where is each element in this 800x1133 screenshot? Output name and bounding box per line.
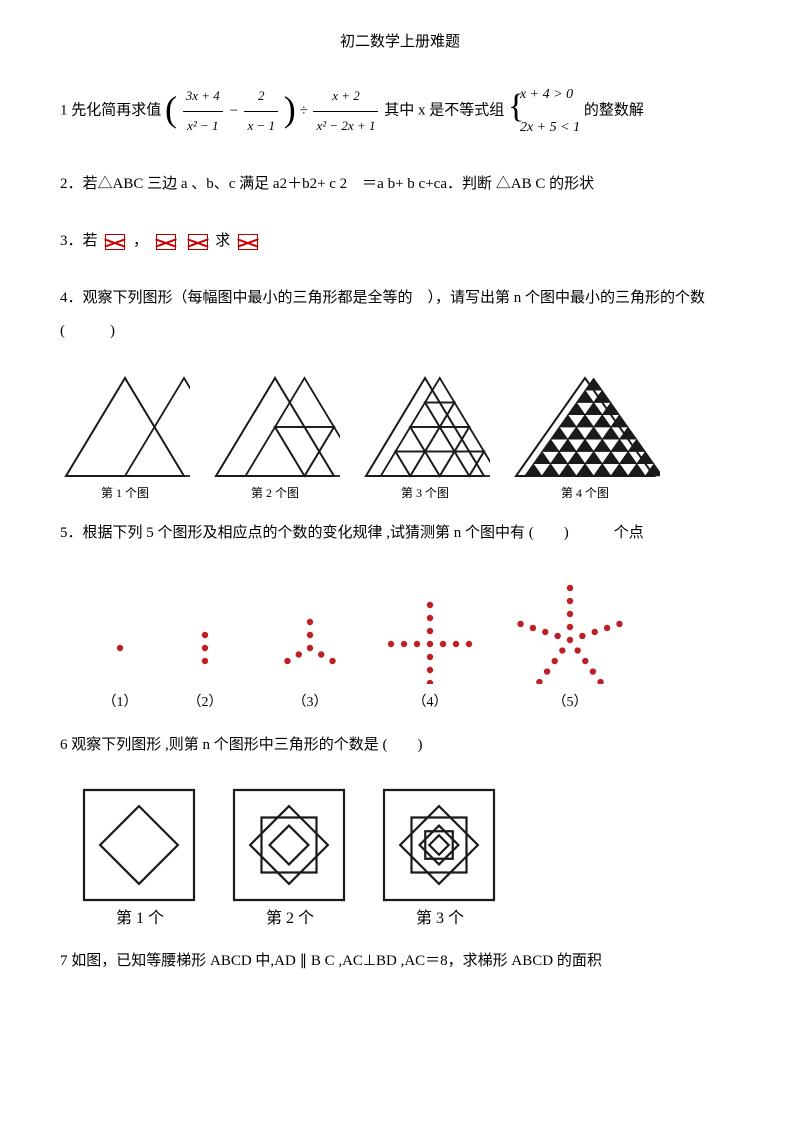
lparen-icon: ( xyxy=(165,93,177,125)
fig-caption: 第 1 个图 xyxy=(60,484,190,503)
page-title: 初二数学上册难题 xyxy=(60,30,740,54)
nested-square-icon xyxy=(230,786,350,906)
problem-3: 3．若 ， 求 xyxy=(60,225,740,258)
fig-caption: 第 1 个 xyxy=(80,906,200,932)
problem-6: 6 观察下列图形 ,则第 n 个图形中三角形的个数是 ( ) xyxy=(60,729,740,762)
triangle-fig-4: 第 4 个图 xyxy=(510,372,660,503)
frac1-num: 3x + 4 xyxy=(183,82,223,112)
frac1-den: x² − 1 xyxy=(183,112,223,141)
frac3-den: x² − 2x + 1 xyxy=(313,112,378,141)
p1-prefix: 1 先化简再求值 xyxy=(60,102,161,118)
dots-icon xyxy=(380,584,480,684)
dot-fig-4: （4） xyxy=(380,584,480,714)
p1-mid: 其中 x 是不等式组 xyxy=(384,102,504,118)
problem-1: 1 先化简再求值 ( 3x + 4 x² − 1 − 2 x − 1 ) ÷ x… xyxy=(60,78,740,144)
square-fig-1: 第 1 个 xyxy=(80,786,200,932)
dot-fig-1: （1） xyxy=(100,594,140,714)
fraction-3: x + 2 x² − 2x + 1 xyxy=(313,82,378,140)
dot-fig-2: （2） xyxy=(170,594,240,714)
fraction-1: 3x + 4 x² − 1 xyxy=(183,82,223,140)
triangle-icon xyxy=(510,372,660,482)
square-figures: 第 1 个 第 2 个 第 3 个 xyxy=(80,786,740,932)
fig-caption: （3） xyxy=(270,692,350,714)
triangle-icon xyxy=(60,372,190,482)
fig-caption: 第 3 个 xyxy=(380,906,500,932)
broken-image-icon xyxy=(188,234,208,250)
dots-icon xyxy=(510,574,630,684)
fig-caption: （1） xyxy=(100,692,140,714)
divide-icon: ÷ xyxy=(299,95,307,128)
dots-icon xyxy=(270,594,350,684)
frac2-den: x − 1 xyxy=(244,112,278,141)
problem-5: 5．根据下列 5 个图形及相应点的个数的变化规律 ,试猜测第 n 个图中有 ( … xyxy=(60,517,740,550)
sys-line-2: 2x + 5 < 1 xyxy=(520,120,580,135)
frac3-num: x + 2 xyxy=(313,82,378,112)
broken-image-icon xyxy=(156,234,176,250)
fraction-2: 2 x − 1 xyxy=(244,82,278,140)
triangle-icon xyxy=(210,372,340,482)
fig-caption: （5） xyxy=(510,692,630,714)
dot-fig-3: （3） xyxy=(270,594,350,714)
rparen-icon: ) xyxy=(284,93,296,125)
nested-square-icon xyxy=(380,786,500,906)
p3-c: 求 xyxy=(215,233,230,249)
triangle-fig-1: 第 1 个图 xyxy=(60,372,190,503)
fig-caption: （4） xyxy=(380,692,480,714)
dot-fig-5: （5） xyxy=(510,574,630,714)
inequality-system: x + 4 > 0 2x + 5 < 1 xyxy=(508,78,580,144)
triangle-figures: 第 1 个图 第 2 个图 第 3 个图 第 4 个图 xyxy=(60,372,740,503)
fig-caption: 第 2 个 xyxy=(230,906,350,932)
triangle-fig-3: 第 3 个图 xyxy=(360,372,490,503)
triangle-fig-2: 第 2 个图 xyxy=(210,372,340,503)
p3-a: 3．若 xyxy=(60,233,98,249)
fig-caption: 第 3 个图 xyxy=(360,484,490,503)
problem-2: 2．若△ABC 三边 a 、b、c 满足 a2＋b2+ c 2 ＝a b+ b … xyxy=(60,168,740,201)
fig-caption: 第 2 个图 xyxy=(210,484,340,503)
p3-b: ， xyxy=(133,233,148,249)
square-fig-2: 第 2 个 xyxy=(230,786,350,932)
minus-icon: − xyxy=(229,95,239,128)
frac2-num: 2 xyxy=(244,82,278,112)
sys-line-1: x + 4 > 0 xyxy=(520,87,573,102)
triangle-icon xyxy=(360,372,490,482)
dot-figures: （1） （2） （3） （4） （5） xyxy=(100,574,740,714)
nested-square-icon xyxy=(80,786,200,906)
broken-image-icon xyxy=(105,234,125,250)
problem-7: 7 如图，已知等腰梯形 ABCD 中,AD ∥ B C ,AC⊥BD ,AC＝8… xyxy=(60,945,740,978)
dots-icon xyxy=(100,594,140,684)
fig-caption: （2） xyxy=(170,692,240,714)
p1-suffix: 的整数解 xyxy=(584,102,644,118)
fig-caption: 第 4 个图 xyxy=(510,484,660,503)
broken-image-icon xyxy=(238,234,258,250)
problem-4: 4．观察下列图形（每幅图中最小的三角形都是全等的 ），请写出第 n 个图中最小的… xyxy=(60,282,740,348)
square-fig-3: 第 3 个 xyxy=(380,786,500,932)
dots-icon xyxy=(170,594,240,684)
